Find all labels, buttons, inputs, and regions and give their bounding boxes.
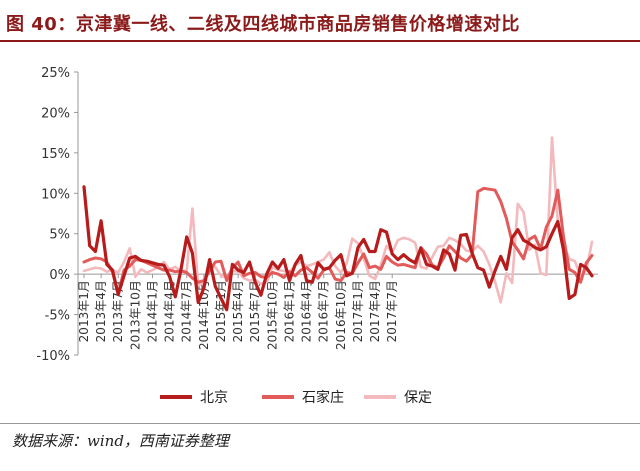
source-value: wind，西南证券整理	[87, 432, 229, 450]
series-line-beijing	[82, 185, 594, 312]
y-tick-label: -5%	[45, 309, 70, 324]
chart-area: -10% -5% 0% 5% 10% 15% 20% 25% 2013年1月 2013年4月 201…	[0, 44, 640, 416]
x-tick-label: 2015年4月	[231, 280, 245, 342]
y-tick-label: 10%	[41, 187, 70, 202]
x-tick-label: 2015年7月	[248, 280, 262, 342]
figure-header: 图 40：京津冀一线、二线及四线城市商品房销售价格增速对比	[0, 0, 640, 44]
x-tick-label: 2014年1月	[145, 280, 159, 342]
x-tick-label: 2017年1月	[351, 280, 365, 342]
series-line-baoding	[82, 136, 594, 304]
x-tick-label: 2013年7月	[111, 280, 125, 342]
x-tick-label: 2016年1月	[282, 280, 296, 342]
y-tick-label: 20%	[41, 106, 70, 121]
y-tick-label: 5%	[49, 228, 70, 243]
legend-shijiazhuang-label: 石家庄	[302, 389, 344, 406]
x-tick-label: 2014年4月	[163, 280, 177, 342]
legend-baoding-label: 保定	[404, 390, 432, 406]
x-tick-label: 2017年4月	[368, 280, 382, 342]
x-tick-label: 2015年1月	[214, 280, 228, 342]
x-tick-label: 2013年10月	[128, 280, 142, 350]
x-tick-label: 2016年10月	[334, 280, 348, 350]
y-tick-label: 15%	[41, 147, 70, 162]
source-label: 数据来源：	[12, 432, 88, 450]
x-tick-label: 2013年4月	[94, 280, 108, 342]
y-tick-label: 0%	[49, 268, 70, 283]
x-tick-label: 2015年10月	[265, 280, 279, 350]
line-chart: -10%-5%0%5%10%15%20%25%2013年1月 2013年4月 201…	[36, 66, 598, 406]
figure-title: 图 40：京津冀一线、二线及四线城市商品房销售价格增速对比	[6, 14, 520, 35]
x-tick-label: 2013年1月	[77, 280, 91, 342]
y-tick-label: -10%	[36, 349, 70, 364]
legend-beijing-label: 北京	[200, 390, 228, 406]
series-line-shijiazhuang	[82, 186, 594, 296]
x-tick-label: 2014年7月	[180, 280, 194, 342]
x-tick-label: 2017年7月	[385, 280, 399, 342]
x-tick-label: 2016年7月	[317, 280, 331, 342]
footer-divider	[0, 423, 640, 424]
title-divider	[0, 40, 640, 42]
y-tick-label: 25%	[41, 66, 70, 81]
source-note: 数据来源：wind，西南证券整理	[12, 430, 229, 451]
x-tick-label: 2016年4月	[300, 280, 314, 342]
